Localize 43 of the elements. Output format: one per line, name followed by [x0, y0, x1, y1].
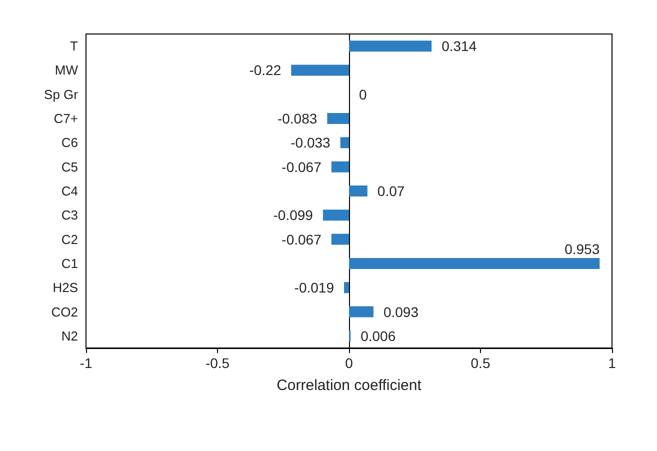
y-tick-label: N2 [61, 328, 78, 344]
x-tick-label: 0.5 [470, 355, 490, 371]
y-tick-label: C2 [61, 232, 78, 247]
x-axis-title: Correlation coefficient [276, 377, 422, 394]
data-label: 0.006 [360, 328, 396, 344]
x-tick-label: -1 [80, 355, 92, 371]
bar [349, 258, 600, 269]
data-label: -0.019 [294, 280, 334, 296]
bar [331, 161, 349, 172]
data-label: -0.067 [282, 158, 322, 175]
y-tick-label: T [70, 38, 78, 54]
x-tick-label: -0.5 [205, 355, 230, 371]
y-tick-label: C7+ [54, 111, 78, 126]
bar [331, 234, 349, 245]
data-label: -0.099 [273, 207, 314, 224]
y-tick-label: Sp Gr [44, 86, 79, 102]
bar [344, 282, 349, 294]
y-tick-label: C5 [61, 159, 78, 174]
data-label: 0.07 [377, 183, 405, 199]
y-tick-label: C1 [61, 256, 78, 271]
data-label: 0.093 [383, 304, 419, 320]
data-label: -0.083 [277, 110, 318, 127]
bar [349, 40, 432, 52]
data-label: 0.953 [564, 240, 600, 257]
y-tick-label: H2S [52, 280, 78, 296]
data-label: -0.067 [282, 231, 322, 248]
y-tick-label: C4 [61, 184, 78, 198]
y-tick-label: C6 [61, 135, 78, 150]
bar [322, 210, 349, 221]
data-label: -0.033 [290, 134, 331, 151]
y-tick-label: MW [54, 62, 79, 78]
x-tick-label: 1 [608, 355, 616, 371]
bar [340, 137, 349, 148]
bar [327, 113, 349, 124]
y-tick-label: CO2 [51, 304, 78, 320]
data-label: 0 [359, 86, 367, 102]
data-label: 0.314 [442, 38, 477, 54]
bar [349, 186, 368, 196]
data-label: -0.22 [249, 62, 282, 78]
x-tick-label: 0 [345, 355, 354, 371]
y-tick-label: C3 [61, 208, 78, 223]
bar [291, 64, 349, 76]
bar [349, 306, 374, 318]
